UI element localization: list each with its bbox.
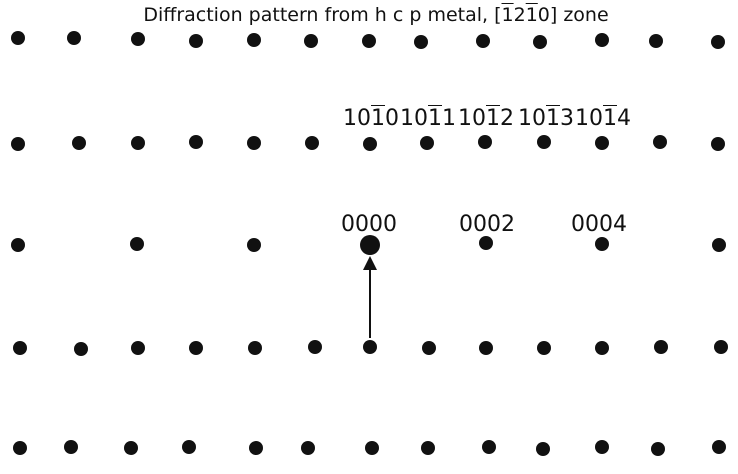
- diffraction-spot: [420, 136, 434, 150]
- diffraction-spot: [595, 341, 609, 355]
- diffraction-spot: [536, 442, 550, 456]
- diffraction-spot: [533, 35, 547, 49]
- diffraction-spot: [124, 441, 138, 455]
- diffraction-spot: [482, 440, 496, 454]
- diffraction-spot: [247, 238, 261, 252]
- diffraction-spot: [595, 136, 609, 150]
- diffraction-spot: [365, 441, 379, 455]
- diffraction-spot: [422, 341, 436, 355]
- diffraction-spot: [414, 35, 428, 49]
- diffraction-spot: [363, 137, 377, 151]
- central-spot: [360, 235, 380, 255]
- diffraction-spot: [74, 342, 88, 356]
- label-0004: 0004: [571, 212, 627, 237]
- title-prefix: Diffraction pattern from h c p metal, [: [143, 4, 502, 26]
- diffraction-spot: [712, 440, 726, 454]
- diffraction-spot: [131, 341, 145, 355]
- diffraction-spot: [131, 32, 145, 46]
- diffraction-spot: [247, 33, 261, 47]
- figure-title: Diffraction pattern from h c p metal, [1…: [0, 4, 738, 26]
- label-10-14: 1014: [575, 106, 631, 131]
- diffraction-spot: [305, 136, 319, 150]
- diffraction-spot: [130, 237, 144, 251]
- diffraction-spot: [537, 341, 551, 355]
- diffraction-spot: [712, 238, 726, 252]
- diffraction-spot: [711, 35, 725, 49]
- diffraction-spot: [654, 340, 668, 354]
- diffraction-spot: [653, 135, 667, 149]
- diffraction-spot: [64, 440, 78, 454]
- diffraction-spot: [362, 34, 376, 48]
- label-10-13: 1013: [518, 106, 574, 131]
- diffraction-spot: [363, 340, 377, 354]
- diffraction-spot: [304, 34, 318, 48]
- label-0002: 0002: [459, 212, 515, 237]
- diffraction-spot: [11, 238, 25, 252]
- diffraction-spot: [421, 441, 435, 455]
- diffraction-spot: [189, 341, 203, 355]
- diffraction-spot: [595, 237, 609, 251]
- diffraction-spot: [13, 341, 27, 355]
- title-index-h: 1: [501, 4, 514, 26]
- diffraction-spot: [301, 441, 315, 455]
- diffraction-spot: [189, 34, 203, 48]
- title-index-i: 1: [525, 4, 538, 26]
- diffraction-spot: [13, 441, 27, 455]
- label-10-12: 1012: [458, 106, 514, 131]
- title-suffix: ] zone: [549, 4, 609, 26]
- diffraction-spot: [189, 135, 203, 149]
- diffraction-spot: [247, 136, 261, 150]
- diffraction-spot: [649, 34, 663, 48]
- diffraction-spot: [11, 31, 25, 45]
- diffraction-spot: [537, 135, 551, 149]
- diffraction-spot: [479, 341, 493, 355]
- diffraction-spot: [476, 34, 490, 48]
- diffraction-spot: [11, 137, 25, 151]
- diffraction-spot: [67, 31, 81, 45]
- diffraction-spot: [131, 136, 145, 150]
- label-10-10: 1010: [343, 106, 399, 131]
- label-0000: 0000: [341, 212, 397, 237]
- diffraction-spot: [249, 441, 263, 455]
- diffraction-spot: [248, 341, 262, 355]
- title-index-l: 0: [537, 4, 550, 26]
- diffraction-spot: [595, 440, 609, 454]
- title-index-k: 2: [513, 4, 526, 26]
- diffraction-spot: [182, 440, 196, 454]
- diffraction-spot: [714, 340, 728, 354]
- diffraction-spot: [651, 442, 665, 456]
- diffraction-spot: [478, 135, 492, 149]
- diffraction-spot: [308, 340, 322, 354]
- diffraction-spot: [479, 236, 493, 250]
- diffraction-spot: [72, 136, 86, 150]
- diffraction-spot: [595, 33, 609, 47]
- label-10-11: 1011: [400, 106, 456, 131]
- arrow-head: [363, 256, 377, 270]
- diffraction-spot: [711, 137, 725, 151]
